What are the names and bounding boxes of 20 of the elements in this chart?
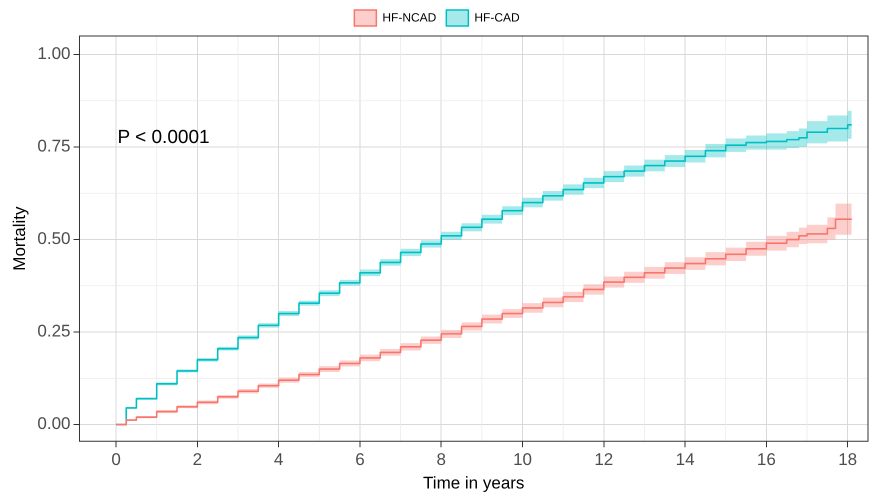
legend-label: HF-CAD xyxy=(474,10,520,24)
annotation: P < 0.0001 xyxy=(117,127,210,148)
x-tick-label: 12 xyxy=(594,450,614,470)
x-tick-label: 18 xyxy=(838,450,858,470)
x-tick-label: 4 xyxy=(274,450,284,470)
x-tick-label: 6 xyxy=(355,450,365,470)
y-tick-label: 0.50 xyxy=(37,229,70,248)
x-tick-label: 14 xyxy=(676,450,695,470)
y-tick-label: 0.75 xyxy=(37,136,70,156)
y-tick-label: 0.25 xyxy=(37,322,70,341)
x-tick-label: 2 xyxy=(192,450,202,470)
legend-label: HF-NCAD xyxy=(382,10,437,24)
y-tick-label: 0.00 xyxy=(37,414,70,434)
x-axis-title: Time in years xyxy=(423,473,524,492)
x-tick-label: 16 xyxy=(756,450,776,470)
x-tick-label: 10 xyxy=(513,450,532,470)
x-tick-label: 8 xyxy=(436,450,446,470)
y-tick-label: 1.00 xyxy=(37,44,70,64)
x-tick-label: 0 xyxy=(111,450,121,470)
y-axis-title: Mortality xyxy=(10,206,29,271)
